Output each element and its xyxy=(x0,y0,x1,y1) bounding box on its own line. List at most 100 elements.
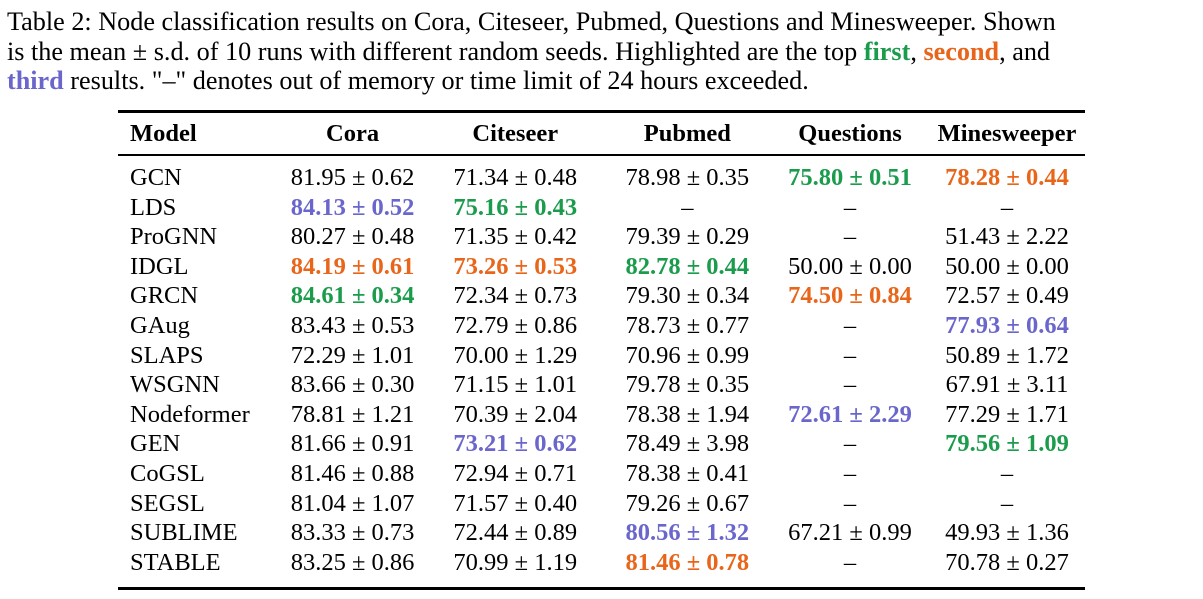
result-cell: 78.38 ± 0.41 xyxy=(625,459,750,487)
results-table: Model Cora Citeseer Pubmed Questions Min… xyxy=(118,113,1085,577)
table-caption: Table 2: Node classification results on … xyxy=(7,7,1203,96)
result-cell-first: 75.16 ± 0.43 xyxy=(453,193,578,221)
result-cell: 79.39 ± 0.29 xyxy=(625,223,750,251)
result-cell-first: 79.56 ± 1.09 xyxy=(945,430,1069,458)
header-minesweeper: Minesweeper xyxy=(937,119,1077,147)
table-row: CoGSL 81.46 ± 0.88 72.94 ± 0.71 78.38 ± 0.4… xyxy=(118,459,1085,489)
result-cell: 79.30 ± 0.34 xyxy=(625,282,750,310)
table-row: LDS 84.13 ± 0.52 75.16 ± 0.43 – – – xyxy=(118,193,1085,223)
result-cell: 70.96 ± 0.99 xyxy=(625,341,750,369)
table-row: ProGNN 80.27 ± 0.48 71.35 ± 0.42 79.39 ± 0.… xyxy=(118,222,1085,252)
result-cell-first: 75.80 ± 0.51 xyxy=(788,164,912,191)
result-cell: 70.39 ± 2.04 xyxy=(453,400,578,428)
header-citeseer: Citeseer xyxy=(472,119,559,147)
model-name: WSGNN xyxy=(130,371,220,399)
table-row: GAug 83.43 ± 0.53 72.79 ± 0.86 78.73 ± 0.77… xyxy=(118,311,1085,341)
result-cell: – xyxy=(843,311,857,339)
result-cell-third: 80.56 ± 1.32 xyxy=(625,519,750,547)
result-cell-third: 77.93 ± 0.64 xyxy=(945,311,1069,339)
caption-line-3: third results. "–" denotes out of memory… xyxy=(7,66,1203,96)
model-name: GAug xyxy=(130,311,190,339)
result-cell: 51.43 ± 2.22 xyxy=(945,223,1069,251)
result-cell: 83.66 ± 0.30 xyxy=(290,371,415,399)
result-cell: – xyxy=(843,223,857,251)
result-cell: 72.57 ± 0.49 xyxy=(945,282,1069,310)
table-row: SUBLIME 83.33 ± 0.73 72.44 ± 0.89 80.56 ± 1… xyxy=(118,518,1085,548)
caption-line-2: is the mean ± s.d. of 10 runs with diffe… xyxy=(7,37,1203,67)
model-name: LDS xyxy=(130,193,177,221)
result-cell: – xyxy=(843,341,857,369)
result-cell: 72.29 ± 1.01 xyxy=(290,341,415,369)
caption-text: is the mean ± s.d. of 10 runs with diffe… xyxy=(7,36,864,66)
mid-rule xyxy=(118,154,1085,156)
result-cell: 70.99 ± 1.19 xyxy=(453,548,578,576)
result-cell: 50.00 ± 0.00 xyxy=(945,252,1069,280)
result-cell: 72.34 ± 0.73 xyxy=(453,282,578,310)
result-cell: 50.89 ± 1.72 xyxy=(945,341,1069,369)
result-cell: 83.43 ± 0.53 xyxy=(290,311,415,339)
table-row: STABLE 83.25 ± 0.86 70.99 ± 1.19 81.46 ± 0.… xyxy=(118,548,1085,578)
result-cell: – xyxy=(1000,489,1014,517)
result-cell-second: 73.26 ± 0.53 xyxy=(453,252,578,280)
result-cell: 78.81 ± 1.21 xyxy=(290,400,415,428)
result-cell: 77.29 ± 1.71 xyxy=(945,400,1069,428)
legend-first: first xyxy=(863,36,911,66)
model-name: IDGL xyxy=(130,252,189,280)
result-cell: 78.49 ± 3.98 xyxy=(625,430,750,458)
result-cell: – xyxy=(843,548,857,576)
caption-text: , xyxy=(910,36,924,66)
result-cell: 72.79 ± 0.86 xyxy=(453,311,578,339)
table-row: GEN 81.66 ± 0.91 73.21 ± 0.62 78.49 ± 3.98 –… xyxy=(118,429,1085,459)
result-cell: 67.21 ± 0.99 xyxy=(788,519,912,547)
table-row: SEGSL 81.04 ± 1.07 71.57 ± 0.40 79.26 ± 0.6… xyxy=(118,489,1085,519)
model-name: CoGSL xyxy=(130,459,205,487)
result-cell: 70.78 ± 0.27 xyxy=(945,548,1069,576)
result-cell-first: 84.61 ± 0.34 xyxy=(290,282,415,310)
result-cell: – xyxy=(843,371,857,399)
result-cell: – xyxy=(843,489,857,517)
result-cell-second: 78.28 ± 0.44 xyxy=(945,164,1069,191)
result-cell: 50.00 ± 0.00 xyxy=(788,252,912,280)
top-rule xyxy=(118,110,1085,113)
result-cell-third: 72.61 ± 2.29 xyxy=(788,400,912,428)
result-cell: 49.93 ± 1.36 xyxy=(945,519,1069,547)
result-cell: – xyxy=(1000,193,1014,221)
caption-text: , and xyxy=(999,36,1051,66)
legend-third: third xyxy=(7,66,64,95)
table-row: Nodeformer 78.81 ± 1.21 70.39 ± 2.04 78.38 … xyxy=(118,400,1085,430)
result-cell: 72.44 ± 0.89 xyxy=(453,519,578,547)
result-cell: 81.95 ± 0.62 xyxy=(290,164,415,191)
model-name: Nodeformer xyxy=(130,400,250,428)
caption-text: results. "–" denotes out of memory or ti… xyxy=(63,66,809,95)
result-cell: 80.27 ± 0.48 xyxy=(290,223,415,251)
result-cell: 81.46 ± 0.88 xyxy=(290,459,415,487)
result-cell: – xyxy=(843,193,857,221)
result-cell: 83.33 ± 0.73 xyxy=(290,519,415,547)
model-name: SUBLIME xyxy=(130,519,238,547)
result-cell: – xyxy=(843,459,857,487)
model-name: ProGNN xyxy=(130,223,218,251)
result-cell: 72.94 ± 0.71 xyxy=(453,459,578,487)
result-cell: 70.00 ± 1.29 xyxy=(453,341,578,369)
header-row: Model Cora Citeseer Pubmed Questions Min… xyxy=(118,113,1085,154)
result-cell: 79.78 ± 0.35 xyxy=(625,371,750,399)
result-cell: 71.35 ± 0.42 xyxy=(453,223,578,251)
model-name: GRCN xyxy=(130,282,199,310)
result-cell: 81.66 ± 0.91 xyxy=(290,430,415,458)
result-cell: 71.57 ± 0.40 xyxy=(453,489,578,517)
result-cell: – xyxy=(681,193,694,221)
result-cell-second: 84.19 ± 0.61 xyxy=(290,252,415,280)
result-cell: 67.91 ± 3.11 xyxy=(945,371,1069,399)
result-cell: 81.04 ± 1.07 xyxy=(290,489,415,517)
result-cell-third: 73.21 ± 0.62 xyxy=(453,430,578,458)
result-cell-first: 82.78 ± 0.44 xyxy=(625,252,750,280)
bottom-rule xyxy=(118,587,1085,590)
result-cell: 71.34 ± 0.48 xyxy=(453,164,578,191)
table-row: IDGL 84.19 ± 0.61 73.26 ± 0.53 82.78 ± 0.44… xyxy=(118,252,1085,282)
result-cell: – xyxy=(843,430,857,458)
table-row: GRCN 84.61 ± 0.34 72.34 ± 0.73 79.30 ± 0.34… xyxy=(118,281,1085,311)
model-name: SEGSL xyxy=(130,489,205,517)
model-name: SLAPS xyxy=(130,341,204,369)
result-cell-second: 81.46 ± 0.78 xyxy=(625,548,750,576)
legend-second: second xyxy=(923,36,1000,66)
